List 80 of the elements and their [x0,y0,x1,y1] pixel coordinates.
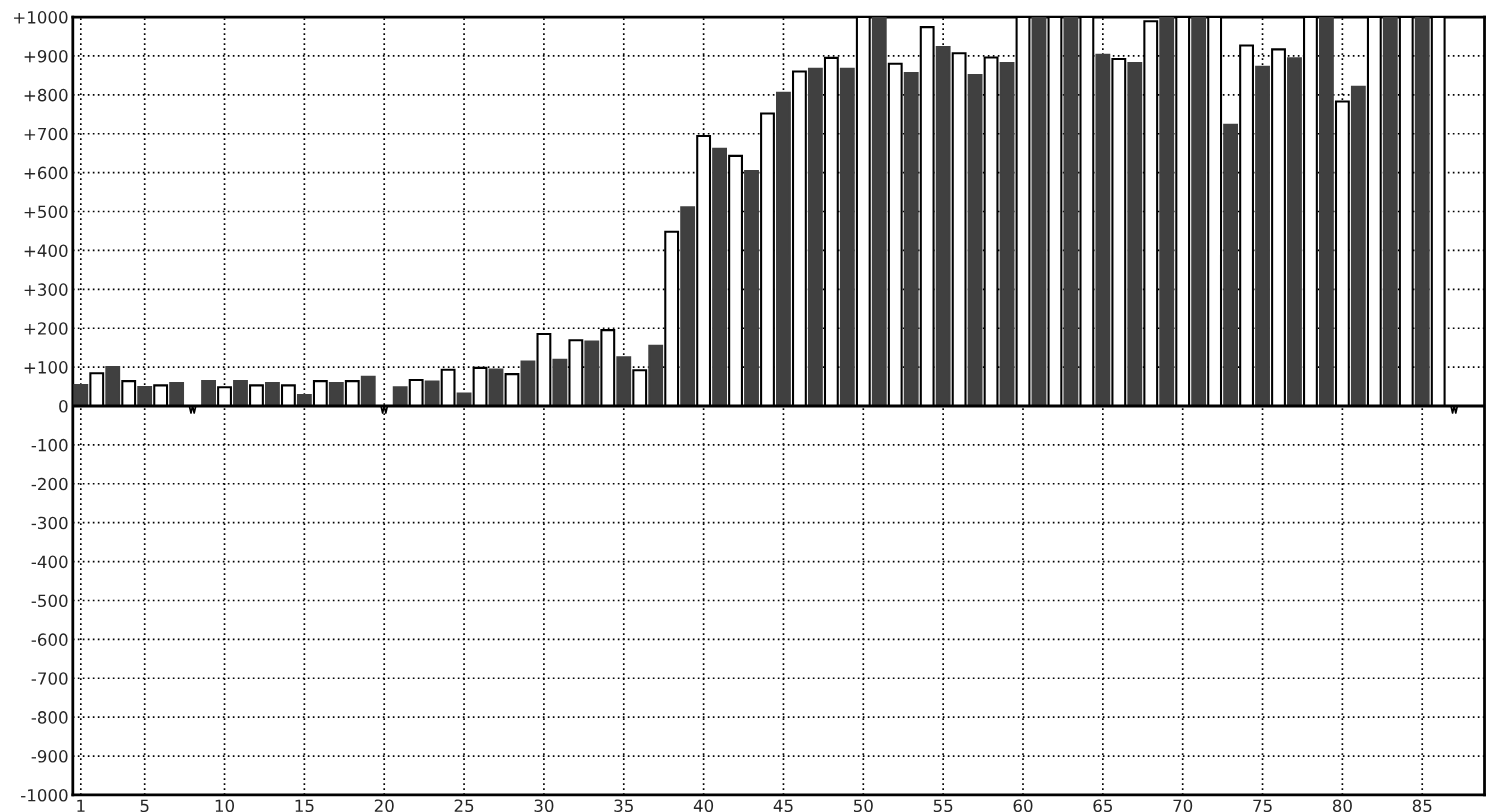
bar [1031,17,1047,408]
bar [1414,17,1430,408]
bar [935,45,951,408]
bar [1159,17,1175,408]
y-tick-label: -300 [31,516,68,530]
bar [137,385,153,408]
y-tick-label: -700 [31,672,68,685]
bar [265,382,280,408]
x-tick-label: 60 [1013,799,1033,812]
bar [839,67,855,408]
bar [201,380,216,408]
x-tick-label: 75 [1253,799,1272,812]
bar [1350,85,1366,408]
bar [680,206,696,408]
x-tick-label: 65 [1093,799,1112,812]
y-tick-label: +1000 [14,11,68,24]
y-tick-label: +400 [24,244,68,257]
x-tick-label: 25 [454,799,474,812]
y-tick-label: +100 [24,361,68,374]
y-tick-label: +700 [24,127,68,141]
bar [744,170,759,408]
bar [616,356,632,408]
y-tick-label: -200 [31,477,68,491]
y-tick-label: +200 [24,322,68,335]
bar [871,17,887,408]
bar [1063,17,1079,408]
bar [903,72,919,408]
bar [1191,17,1207,408]
bar [584,340,600,408]
bar [424,380,440,408]
bar [105,366,121,408]
bar [999,61,1015,408]
y-tick-label: +900 [24,49,68,63]
x-tick-label: 10 [215,799,235,812]
bar [1382,17,1398,408]
x-tick-label: 50 [853,799,873,812]
x-tick-label: 5 [140,799,149,812]
x-tick-label: 70 [1173,799,1193,812]
x-tick-label: 45 [773,799,793,812]
x-tick-label: 80 [1332,799,1352,812]
bar [1318,17,1334,408]
y-tick-label: -500 [31,594,68,608]
x-tick-label: 35 [614,799,633,812]
bar [1095,53,1111,408]
bar [169,382,185,408]
bar [1127,61,1143,408]
bar [712,147,727,408]
y-tick-label: +600 [24,166,68,180]
bar [1287,57,1302,408]
bar [360,375,376,408]
bar [488,368,504,408]
bar [967,73,983,408]
bar [392,386,408,408]
y-tick-label: -400 [31,555,68,569]
y-tick-label: -100 [31,438,68,452]
y-tick-label: -1000 [21,788,68,802]
y-tick-label: -900 [31,750,68,763]
y-tick-label: +800 [24,88,68,102]
x-tick-label: 20 [374,799,394,812]
y-tick-label: +500 [24,205,68,219]
x-tick-label: 55 [933,799,953,812]
bar [1223,123,1239,408]
y-tick-label: +300 [24,283,68,296]
y-tick-label: -600 [31,633,68,646]
bar [328,382,344,408]
x-tick-label: 1 [77,799,85,812]
y-tick-label: -800 [31,711,68,724]
y-tick-label: 0 [59,399,68,413]
bar [1255,65,1270,408]
bar [233,380,248,408]
x-tick-label: 30 [534,799,554,812]
x-tick-label: 40 [693,799,714,812]
bar [73,383,89,408]
bar [520,360,536,408]
x-tick-label: 85 [1412,799,1432,812]
x-tick-label: 15 [295,799,314,812]
bar [776,91,791,408]
bar [807,67,823,408]
bar [552,358,568,408]
bar [648,344,664,408]
